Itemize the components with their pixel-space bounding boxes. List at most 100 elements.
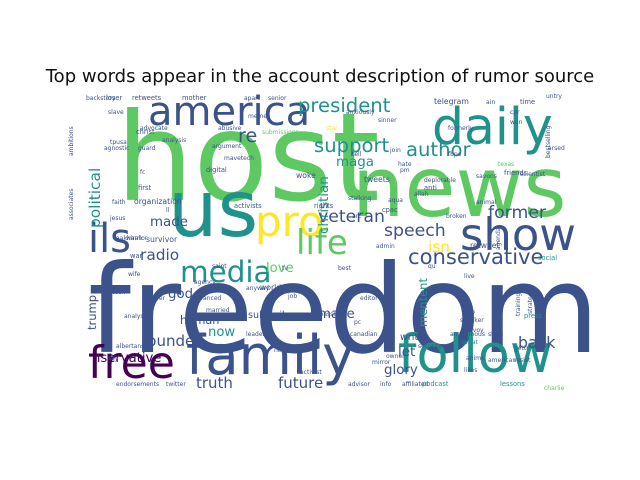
- word-argument: argument: [212, 143, 242, 150]
- word-great: great: [462, 339, 479, 346]
- word-tpusa: tpusa: [110, 139, 127, 146]
- word-ils: ils: [88, 216, 131, 262]
- word-canadian: canadian: [350, 331, 378, 338]
- word-tech: tech: [112, 289, 125, 296]
- word-ain: ain: [486, 99, 495, 106]
- word-nservative: nservative: [92, 351, 161, 366]
- word-live: live: [464, 273, 475, 280]
- word-writer: writer: [400, 332, 428, 343]
- word-time: time: [520, 98, 535, 106]
- word-maga: maga: [336, 155, 374, 170]
- word-gettr: gettr: [514, 345, 529, 352]
- word-activists: activists: [234, 202, 262, 210]
- word-deplorable: deplorable: [424, 177, 456, 184]
- word-truth: truth: [196, 374, 233, 392]
- word-daily: daily: [432, 97, 553, 156]
- word-apart: apart: [244, 95, 261, 102]
- word-loser: loser: [106, 94, 123, 102]
- word-veteran: veteran: [318, 207, 385, 227]
- word-friends: friends: [504, 169, 528, 177]
- word-christian: christian: [317, 176, 332, 234]
- word-president: president: [298, 94, 391, 117]
- word-christ: christ: [136, 128, 155, 136]
- word-nous: nous: [274, 347, 288, 354]
- word-follow: follow: [398, 324, 553, 385]
- word-star: star: [326, 125, 338, 132]
- word-jesus: jesus: [109, 215, 125, 222]
- word-editor: editor: [360, 295, 378, 302]
- word-stalking: stalking: [348, 195, 372, 202]
- word-leader: leader: [246, 331, 266, 338]
- word-anonymous: anonymous: [450, 331, 485, 338]
- word-political: political: [86, 168, 104, 228]
- word-pm: pm: [400, 167, 410, 174]
- word-tv: tv: [282, 265, 288, 272]
- word-pro: pro: [255, 197, 324, 246]
- word-lessons: lessons: [500, 380, 525, 388]
- word-isn: isn: [428, 238, 450, 256]
- word-faith: faith: [112, 199, 126, 206]
- word-stop: stop: [462, 309, 475, 316]
- word-glory: glory: [384, 363, 418, 378]
- word-charlie: charlie: [544, 385, 565, 392]
- word-news: news: [352, 139, 567, 236]
- word-say: say: [108, 355, 119, 362]
- word-albertans: albertans: [116, 343, 144, 350]
- word-survivor: survivor: [146, 235, 178, 244]
- word-american: american: [488, 357, 516, 364]
- word-anti: anti: [424, 184, 437, 192]
- word-twitter: twitter: [166, 381, 186, 388]
- word-retweets: retweets: [132, 94, 162, 102]
- word-pc: pc: [354, 319, 361, 326]
- word-tell: tell: [352, 151, 362, 158]
- word-author: author: [406, 138, 472, 161]
- word-slave: slave: [108, 109, 124, 116]
- word-subscribe: subscribe: [248, 310, 294, 321]
- word-speech: speech: [384, 221, 446, 241]
- word-support: support: [314, 134, 390, 157]
- word-human: human: [180, 314, 219, 327]
- word-press: press: [524, 312, 542, 320]
- word-aqua: aqua: [388, 197, 403, 204]
- word-love: love: [266, 261, 294, 276]
- word-security: security: [418, 343, 442, 350]
- word-likes: likes: [464, 367, 477, 374]
- word-back: back: [518, 333, 556, 352]
- word-ambitions: ambitions: [68, 126, 75, 156]
- word-guard: guard: [138, 145, 156, 152]
- word-now: now: [208, 325, 235, 340]
- word-ambassador: ambassador: [310, 311, 347, 318]
- word-radio: radio: [140, 246, 179, 264]
- word-rights: rights: [314, 202, 334, 210]
- word-future: future: [278, 374, 323, 392]
- word-analysis: analysis: [162, 137, 186, 144]
- word-info: info: [380, 381, 392, 388]
- word-warrior: warrior: [126, 235, 148, 242]
- word-advanced: advanced: [192, 295, 222, 302]
- word-make: make: [318, 307, 355, 322]
- word-freedom: freedom: [88, 239, 599, 381]
- word-bestselling: bestselling: [545, 125, 552, 158]
- word-activist: activist: [300, 369, 322, 376]
- word-best: best: [338, 265, 352, 272]
- word-texas: texas: [498, 161, 514, 168]
- word-admin: admin: [376, 243, 395, 250]
- word-us: us: [168, 164, 258, 255]
- word-qu: qu: [428, 263, 436, 270]
- word-advisor: advisor: [348, 381, 371, 388]
- word-let: let: [398, 345, 415, 360]
- word-conservative: conservative: [408, 244, 544, 269]
- chart-title: Top words appear in the account descript…: [45, 66, 595, 87]
- word-strategic: strategic: [527, 288, 534, 314]
- word-broken: broken: [446, 213, 467, 220]
- word-saint: saint: [212, 263, 227, 270]
- word-former: former: [488, 203, 547, 223]
- word-sinner: sinner: [378, 117, 397, 124]
- word-endorsements: endorsements: [116, 381, 159, 388]
- word-telegram: telegram: [434, 97, 469, 106]
- word-made: made: [150, 215, 188, 230]
- word-free: free: [88, 338, 175, 389]
- word-fc: fc: [140, 169, 145, 176]
- word-arc: arc: [352, 213, 361, 220]
- word-wife: wife: [128, 271, 141, 278]
